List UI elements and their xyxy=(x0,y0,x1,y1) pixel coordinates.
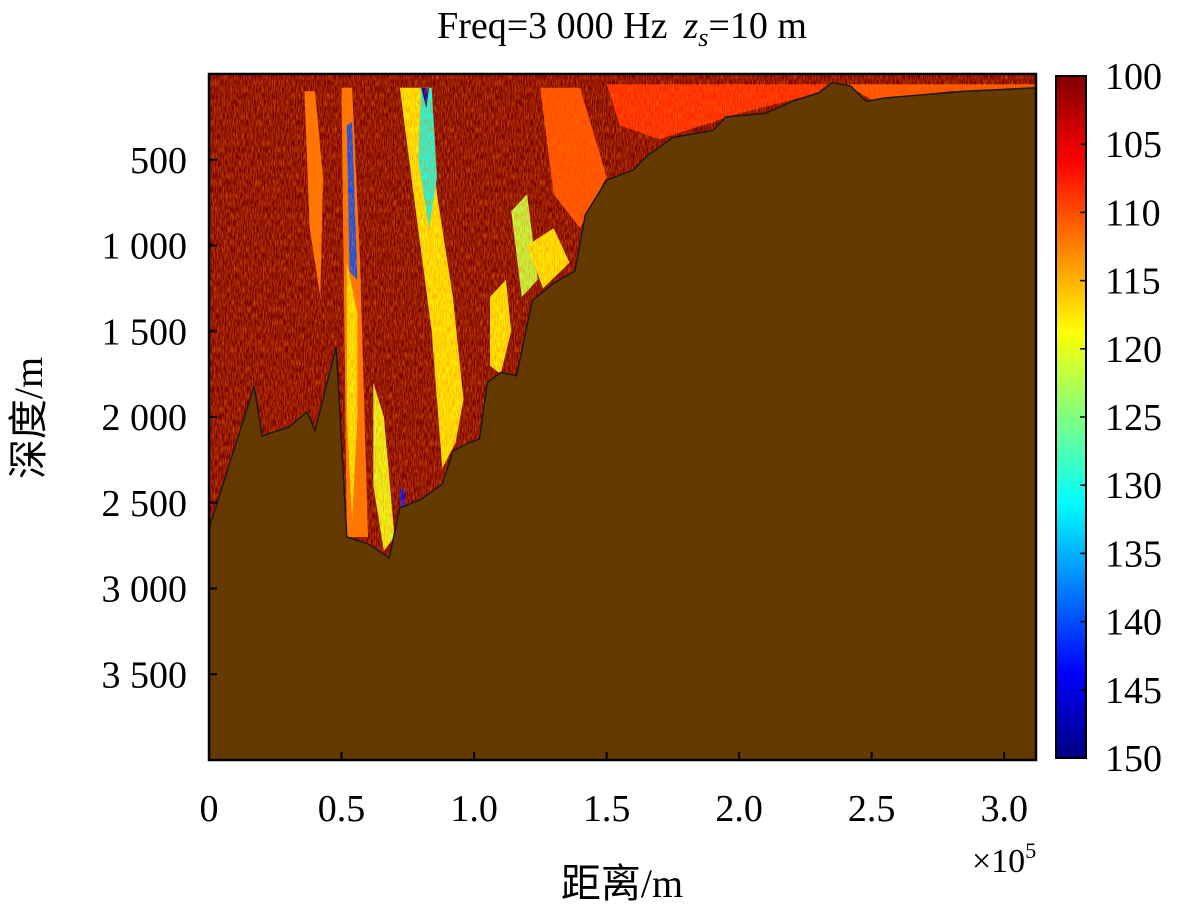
y-tick-label: 500 xyxy=(130,140,187,182)
y-axis-label: 深度/m xyxy=(6,357,51,479)
colorbar-tick-label: 110 xyxy=(1105,192,1161,234)
y-tick-label: 1 000 xyxy=(102,226,188,268)
x-tick-label: 1.0 xyxy=(450,788,498,830)
seabed xyxy=(209,81,1036,760)
x-tick-label: 2.0 xyxy=(715,788,763,830)
y-axis-ticks: 500 1 000 1 500 2 000 2 500 3 000 3 500 xyxy=(102,140,217,696)
colorbar-ticks: 100 105 110 115 120 125 130 135 140 145 150 xyxy=(1080,56,1162,780)
colorbar-tick-label: 145 xyxy=(1105,670,1162,712)
colorbar-tick-label: 115 xyxy=(1105,261,1161,303)
x-axis-multiplier: ×105 xyxy=(972,838,1036,880)
x-tick-label: 1.5 xyxy=(583,788,631,830)
y-tick-label: 3 000 xyxy=(102,569,188,611)
colorbar-tick-label: 100 xyxy=(1105,56,1162,98)
y-tick-label: 3 500 xyxy=(102,654,188,696)
colorbar-tick-label: 140 xyxy=(1105,602,1162,644)
plot-area xyxy=(209,74,1036,760)
colorbar-tick-label: 105 xyxy=(1105,124,1162,166)
chart-title: Freq=3 000 Hz zs=10 m xyxy=(437,5,807,52)
x-tick-label: 2.5 xyxy=(848,788,896,830)
x-tick-label: 0 xyxy=(200,788,219,830)
colorbar-tick-label: 150 xyxy=(1105,738,1162,780)
x-tick-label: 3.0 xyxy=(980,788,1028,830)
colorbar-tick-label: 120 xyxy=(1105,329,1162,371)
colorbar-tick-label: 130 xyxy=(1105,465,1162,507)
y-tick-label: 2 500 xyxy=(102,483,188,525)
y-tick-label: 1 500 xyxy=(102,311,188,353)
colorbar-tick-label: 125 xyxy=(1105,397,1162,439)
y-tick-label: 2 000 xyxy=(102,397,188,439)
x-tick-label: 0.5 xyxy=(318,788,366,830)
colorbar-tick-label: 135 xyxy=(1105,533,1162,575)
x-axis-ticks: 0 0.5 1.0 1.5 2.0 2.5 3.0 xyxy=(200,752,1028,830)
x-axis-label: 距离/m xyxy=(561,861,683,906)
